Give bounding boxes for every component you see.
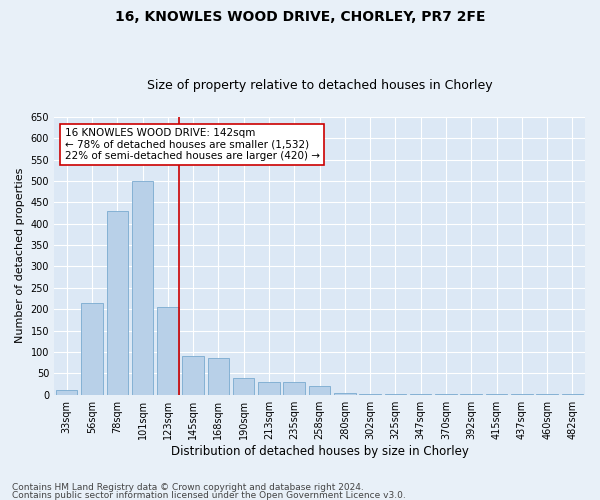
Text: Contains HM Land Registry data © Crown copyright and database right 2024.: Contains HM Land Registry data © Crown c…	[12, 484, 364, 492]
Bar	[283, 382, 305, 394]
Bar	[258, 382, 280, 394]
Bar	[157, 307, 179, 394]
Text: Contains public sector information licensed under the Open Government Licence v3: Contains public sector information licen…	[12, 490, 406, 500]
Title: Size of property relative to detached houses in Chorley: Size of property relative to detached ho…	[147, 79, 493, 92]
Text: 16 KNOWLES WOOD DRIVE: 142sqm
← 78% of detached houses are smaller (1,532)
22% o: 16 KNOWLES WOOD DRIVE: 142sqm ← 78% of d…	[65, 128, 320, 161]
X-axis label: Distribution of detached houses by size in Chorley: Distribution of detached houses by size …	[170, 444, 469, 458]
Text: 16, KNOWLES WOOD DRIVE, CHORLEY, PR7 2FE: 16, KNOWLES WOOD DRIVE, CHORLEY, PR7 2FE	[115, 10, 485, 24]
Bar	[309, 386, 330, 394]
Bar	[182, 356, 204, 395]
Bar	[107, 211, 128, 394]
Bar	[233, 378, 254, 394]
Bar	[81, 303, 103, 394]
Bar	[208, 358, 229, 394]
Bar	[56, 390, 77, 394]
Y-axis label: Number of detached properties: Number of detached properties	[15, 168, 25, 344]
Bar	[334, 392, 356, 394]
Bar	[132, 181, 153, 394]
